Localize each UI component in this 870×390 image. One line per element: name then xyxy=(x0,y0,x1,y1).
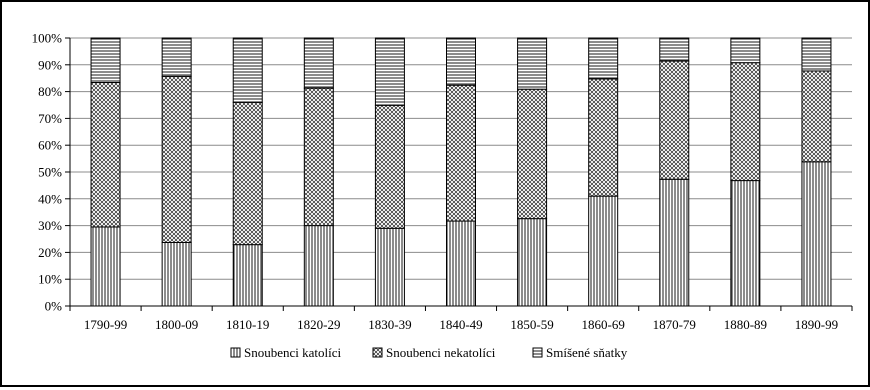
bar-segment-1800-09-3 xyxy=(161,37,192,77)
legend-label: Smíšené sňatky xyxy=(546,345,628,360)
bar-segment-1830-39-2 xyxy=(374,104,405,229)
legend-item: Snoubenci katolíci xyxy=(230,345,342,360)
bar-segment-1870-79-3 xyxy=(659,37,690,62)
x-tick-label: 1800-09 xyxy=(155,317,198,332)
bar-segment-1790-99-1 xyxy=(90,226,121,307)
legend: Snoubenci katolíci Snoubenci nekatolíci Sm… xyxy=(230,345,628,360)
legend-swatch xyxy=(230,347,241,358)
y-tick-label: 30% xyxy=(38,218,62,233)
bar-segment-1850-59-3 xyxy=(517,37,548,90)
bar-segment-1860-69-3 xyxy=(588,37,619,80)
y-tick-label: 10% xyxy=(38,272,62,287)
legend-item: Snoubenci nekatolíci xyxy=(372,345,496,360)
bar-segment-1810-19-2 xyxy=(232,101,263,246)
y-tick-label: 100% xyxy=(32,31,63,46)
bar-segment-1830-39-3 xyxy=(374,37,405,106)
bar-segment-1810-19-3 xyxy=(232,37,263,103)
x-tick-label: 1830-39 xyxy=(368,317,411,332)
bar-segment-1800-09-2 xyxy=(161,75,192,243)
stacked-bar-chart: 0% 10% 20% 30% 40% 50% 60% 70% 80% 90% 100% 1790-9… xyxy=(32,31,853,360)
bar-segment-1860-69-1 xyxy=(588,195,619,307)
bar-segment-1890-99-1 xyxy=(801,161,832,307)
legend-item: Smíšené sňatky xyxy=(532,345,628,360)
bar-segment-1880-89-3 xyxy=(730,37,761,64)
legend-swatch xyxy=(372,347,383,358)
bar-segment-1840-49-2 xyxy=(446,84,476,222)
y-tick-label: 70% xyxy=(38,111,62,126)
bar-segment-1880-89-1 xyxy=(730,180,761,307)
y-tick-label: 50% xyxy=(38,165,62,180)
bars xyxy=(90,37,832,307)
y-tick-label: 80% xyxy=(38,84,62,99)
bar-segment-1820-29-1 xyxy=(303,225,334,307)
bar-segment-1790-99-3 xyxy=(90,37,121,83)
x-tick-label: 1790-99 xyxy=(84,317,127,332)
bar-segment-1820-29-3 xyxy=(303,37,334,89)
bar-segment-1850-59-1 xyxy=(517,218,548,307)
x-tick-label: 1810-19 xyxy=(226,317,269,332)
bar-segment-1800-09-1 xyxy=(161,241,192,307)
y-tick-label: 40% xyxy=(38,191,62,206)
bar-segment-1870-79-1 xyxy=(659,178,690,307)
x-tick-label: 1880-89 xyxy=(724,317,767,332)
bar-segment-1850-59-2 xyxy=(517,88,548,220)
y-tick-label: 60% xyxy=(38,138,62,153)
bar-segment-1840-49-3 xyxy=(446,37,476,86)
y-tick-label: 20% xyxy=(38,245,62,260)
bar-segment-1890-99-2 xyxy=(801,70,832,163)
bar-segment-1840-49-1 xyxy=(446,220,476,307)
x-tick-label: 1820-29 xyxy=(297,317,340,332)
x-tick-label: 1890-99 xyxy=(795,317,838,332)
legend-label: Snoubenci katolíci xyxy=(244,345,342,360)
y-tick-label: 0% xyxy=(45,299,63,314)
bar-segment-1880-89-2 xyxy=(730,62,761,182)
bar-segment-1860-69-2 xyxy=(588,78,619,197)
bar-segment-1890-99-3 xyxy=(801,37,832,72)
bar-segment-1790-99-2 xyxy=(90,81,121,228)
x-tick-label: 1840-49 xyxy=(439,317,482,332)
x-tick-label: 1850-59 xyxy=(510,317,553,332)
y-axis: 0% 10% 20% 30% 40% 50% 60% 70% 80% 90% 100% xyxy=(32,31,71,314)
bar-segment-1870-79-2 xyxy=(659,60,690,180)
legend-swatch xyxy=(532,347,543,358)
x-tick-label: 1860-69 xyxy=(582,317,625,332)
y-tick-label: 90% xyxy=(38,57,62,72)
x-tick-label: 1870-79 xyxy=(653,317,696,332)
bar-segment-1820-29-2 xyxy=(303,87,334,227)
bar-segment-1810-19-1 xyxy=(232,244,263,307)
x-axis: 1790-99 1800-09 1810-19 1820-29 1830-39 1840-… xyxy=(69,305,853,332)
legend-label: Snoubenci nekatolíci xyxy=(386,345,496,360)
bar-segment-1830-39-1 xyxy=(374,227,405,307)
